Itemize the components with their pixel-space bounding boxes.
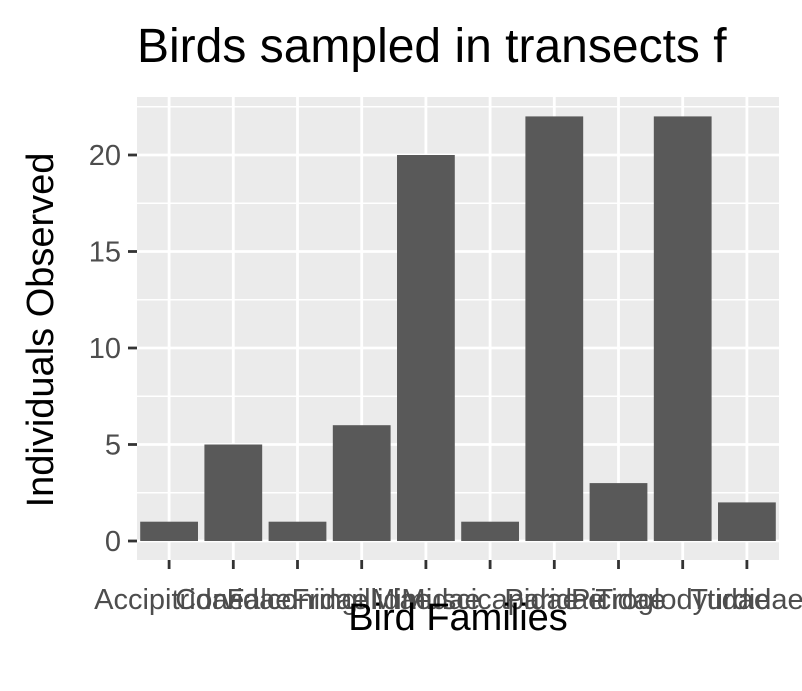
bar-paridae [525,116,584,542]
bar-picidae [589,483,648,541]
y-tick-label: 20 [89,140,121,172]
y-tick-label: 0 [105,526,121,558]
x-tick-label: Fringillidae [292,584,432,616]
x-tick-label: Mimidae [371,584,481,616]
x-axis-title: Bird Families [348,597,568,639]
bar-mimidae [397,155,455,541]
bar-muscicapidae [461,521,519,541]
x-tick-label: Picidae [571,584,666,616]
bar-corvidae [204,444,263,541]
bar-troglodytidae [653,116,712,542]
y-tick-label: 15 [89,237,121,269]
x-tick-label: Paridae [504,584,604,616]
x-tick-label: Accipitridae [94,584,244,616]
x-tick-label: Muscicapidae [401,584,578,616]
x-axis: AccipitridaeCorvidaeFalconidaeFringillid… [94,560,802,616]
bar-turdidae [718,502,776,541]
bar-fringillidae [332,425,391,541]
x-tick-label: Turdidae [690,584,802,616]
y-tick-label: 5 [105,430,121,462]
y-axis: 0 5 10 15 20 [89,140,137,558]
x-tick-label: Falconidae [227,584,369,616]
x-tick-label: Corvidae [175,584,291,616]
chart-title: Birds sampled in transects f [137,20,727,73]
bar-falconidae [268,521,327,541]
x-tick-label: Troglodytidae [595,584,770,616]
y-axis-title: Individuals Observed [20,153,62,508]
bar-accipitridae [140,521,198,541]
bars [140,116,776,542]
y-tick-label: 10 [89,333,121,365]
